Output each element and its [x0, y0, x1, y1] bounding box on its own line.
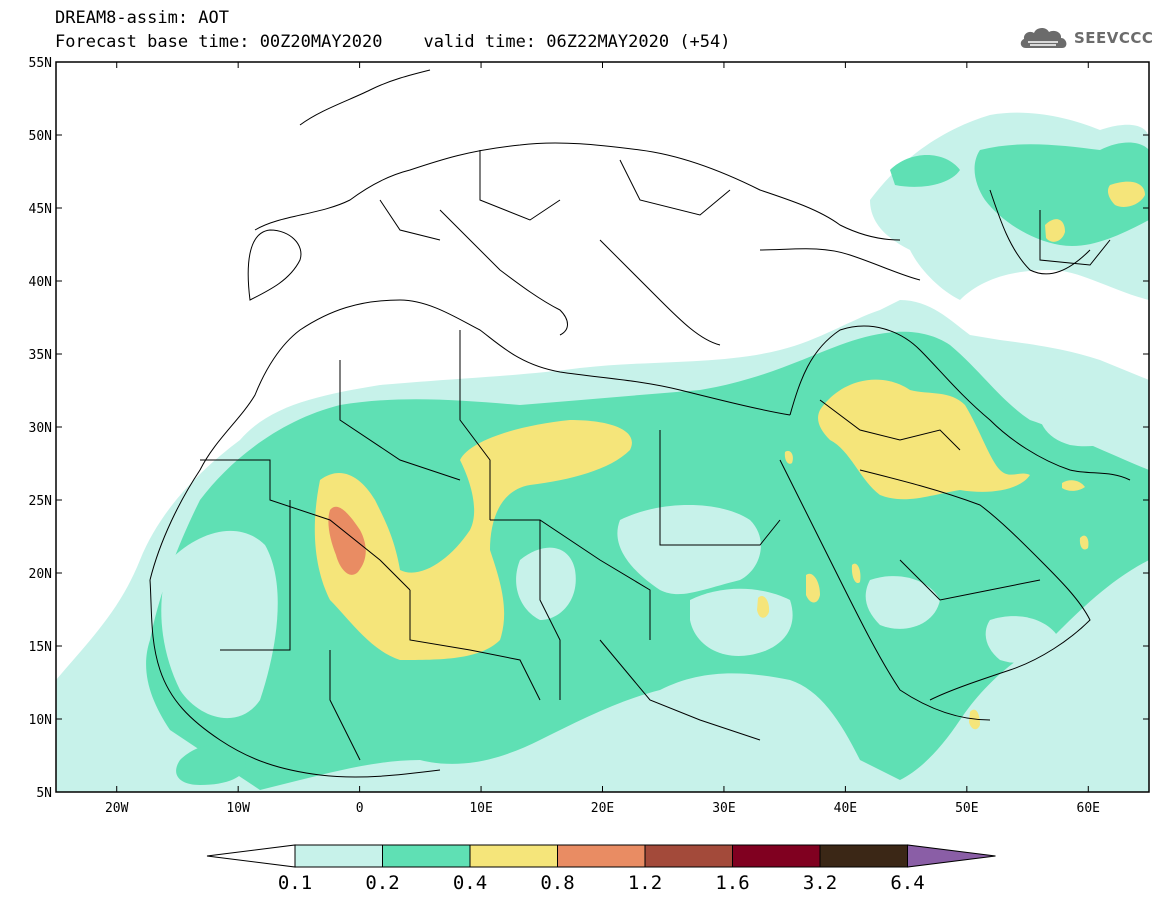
colorbar-box — [644, 844, 733, 868]
colorbar-box — [382, 844, 471, 868]
aot-field-0.8-1.2 — [328, 506, 366, 575]
lon-label: 10W — [226, 801, 250, 816]
lat-label: 5N — [36, 786, 52, 801]
lat-label: 10N — [29, 713, 52, 728]
lat-label: 55N — [29, 56, 52, 71]
colorbar-max-arrow — [907, 844, 996, 868]
lat-label: 40N — [29, 275, 52, 290]
colorbar-label: 1.2 — [628, 872, 662, 894]
colorbar-box — [294, 844, 383, 868]
lon-label: 10E — [469, 801, 492, 816]
colorbar-box — [557, 844, 646, 868]
seevccc-logo: SEEVCCC — [1018, 24, 1153, 52]
longitude-axis: 20W 10W 0 10E 20E 30E 40E 50E 60E — [105, 62, 1100, 816]
colorbar-box — [819, 844, 908, 868]
lon-label: 20E — [591, 801, 614, 816]
aot-field-0.4-0.8 — [314, 181, 1145, 730]
colorbar-label: 0.4 — [453, 872, 487, 894]
colorbar-label: 1.6 — [715, 872, 749, 894]
lon-label: 30E — [712, 801, 735, 816]
lat-label: 20N — [29, 567, 52, 582]
logo-text: SEEVCCC — [1074, 29, 1154, 47]
colorbar-label: 0.2 — [365, 872, 399, 894]
colorbar-label: 0.8 — [540, 872, 574, 894]
lon-label: 0 — [356, 801, 364, 816]
colorbar-min-arrow — [206, 844, 296, 868]
colorbar-label: 6.4 — [890, 872, 924, 894]
lon-label: 20W — [105, 801, 129, 816]
lat-label: 15N — [29, 640, 52, 655]
forecast-time-line: Forecast base time: 00Z20MAY2020 valid t… — [55, 32, 731, 52]
colorbar-label: 3.2 — [803, 872, 837, 894]
colorbar-box — [732, 844, 821, 868]
lon-label: 50E — [955, 801, 978, 816]
lat-label: 35N — [29, 348, 52, 363]
lat-label: 30N — [29, 421, 52, 436]
lat-label: 50N — [29, 129, 52, 144]
aot-fields — [56, 69, 1149, 792]
lat-label: 45N — [29, 202, 52, 217]
lat-label: 25N — [29, 494, 52, 509]
lon-label: 60E — [1077, 801, 1100, 816]
map-title: DREAM8-assim: AOT — [55, 8, 229, 28]
coastlines-borders — [149, 69, 1131, 778]
aot-colorbar: 0.1 0.2 0.4 0.8 1.2 1.6 3.2 6.4 — [206, 844, 996, 894]
colorbar-label: 0.1 — [278, 872, 312, 894]
cloud-logo-icon — [1020, 27, 1067, 48]
latitude-axis: 55N 50N 45N 40N 35N 30N 25N 20N 15N 10N 5N — [29, 56, 1149, 801]
lon-label: 40E — [834, 801, 857, 816]
colorbar-box — [469, 844, 558, 868]
